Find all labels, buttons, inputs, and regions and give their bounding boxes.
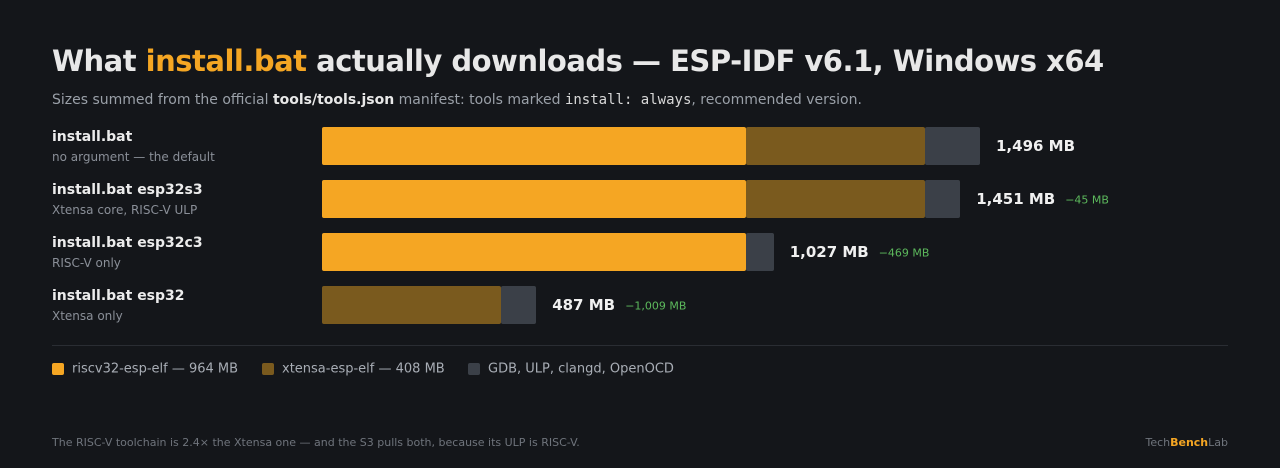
delta-label: −1,009 MB <box>625 299 687 313</box>
brand-text: Lab <box>1208 436 1228 449</box>
title-text: actually downloads — ESP-IDF v6.1, Windo… <box>306 44 1104 78</box>
bar-segment <box>322 233 746 271</box>
delta-label: −45 MB <box>1065 193 1109 207</box>
bar-segment <box>501 286 537 324</box>
subtitle-text: manifest: tools marked <box>394 92 565 108</box>
category-note: Xtensa core, RISC-V ULP <box>52 203 198 217</box>
subtitle-code: install: always <box>564 92 692 108</box>
bar-segment <box>925 127 980 165</box>
subtitle-text: , recommended version. <box>691 92 862 108</box>
category-label: install.bat esp32c3 <box>52 235 203 251</box>
title-text: What <box>52 44 146 78</box>
bar-segment <box>746 180 926 218</box>
subtitle-file: tools/tools.json <box>272 92 395 108</box>
category-label: install.bat <box>52 129 133 145</box>
total-label: 1,451 MB <box>976 190 1056 208</box>
category-label: install.bat esp32 <box>52 288 185 304</box>
bar-segment <box>746 233 774 271</box>
divider <box>52 345 1228 346</box>
category-note: Xtensa only <box>52 309 123 323</box>
category-label: install.bat esp32s3 <box>52 182 203 198</box>
subtitle-text: Sizes summed from the official <box>52 92 273 108</box>
bar-segment <box>746 127 926 165</box>
title-highlight: install.bat <box>145 44 307 78</box>
legend-label: riscv32-esp-elf — 964 MB <box>72 361 239 377</box>
footnote: The RISC-V toolchain is 2.4× the Xtensa … <box>52 436 580 449</box>
legend-swatch <box>262 363 274 375</box>
bar-segment <box>322 127 746 165</box>
legend-swatch <box>468 363 480 375</box>
bar-segment <box>322 180 746 218</box>
brand-text: Bench <box>1170 436 1209 449</box>
delta-label: −469 MB <box>878 246 930 260</box>
legend-label: GDB, ULP, clangd, OpenOCD <box>488 361 674 377</box>
bar-segment <box>925 180 961 218</box>
total-label: 1,027 MB <box>789 243 869 261</box>
category-note: RISC-V only <box>52 256 121 270</box>
category-note: no argument — the default <box>52 150 215 164</box>
total-label: 1,496 MB <box>996 137 1076 155</box>
bar-segment <box>322 286 502 324</box>
brand: TechBenchLab <box>1145 436 1228 449</box>
legend-swatch <box>52 363 64 375</box>
brand-text: Tech <box>1145 436 1171 449</box>
chart-title: What install.bat actually downloads — ES… <box>52 44 1104 78</box>
subtitle: Sizes summed from the official tools/too… <box>52 92 862 108</box>
legend-label: xtensa-esp-elf — 408 MB <box>282 361 445 377</box>
total-label: 487 MB <box>552 296 616 314</box>
